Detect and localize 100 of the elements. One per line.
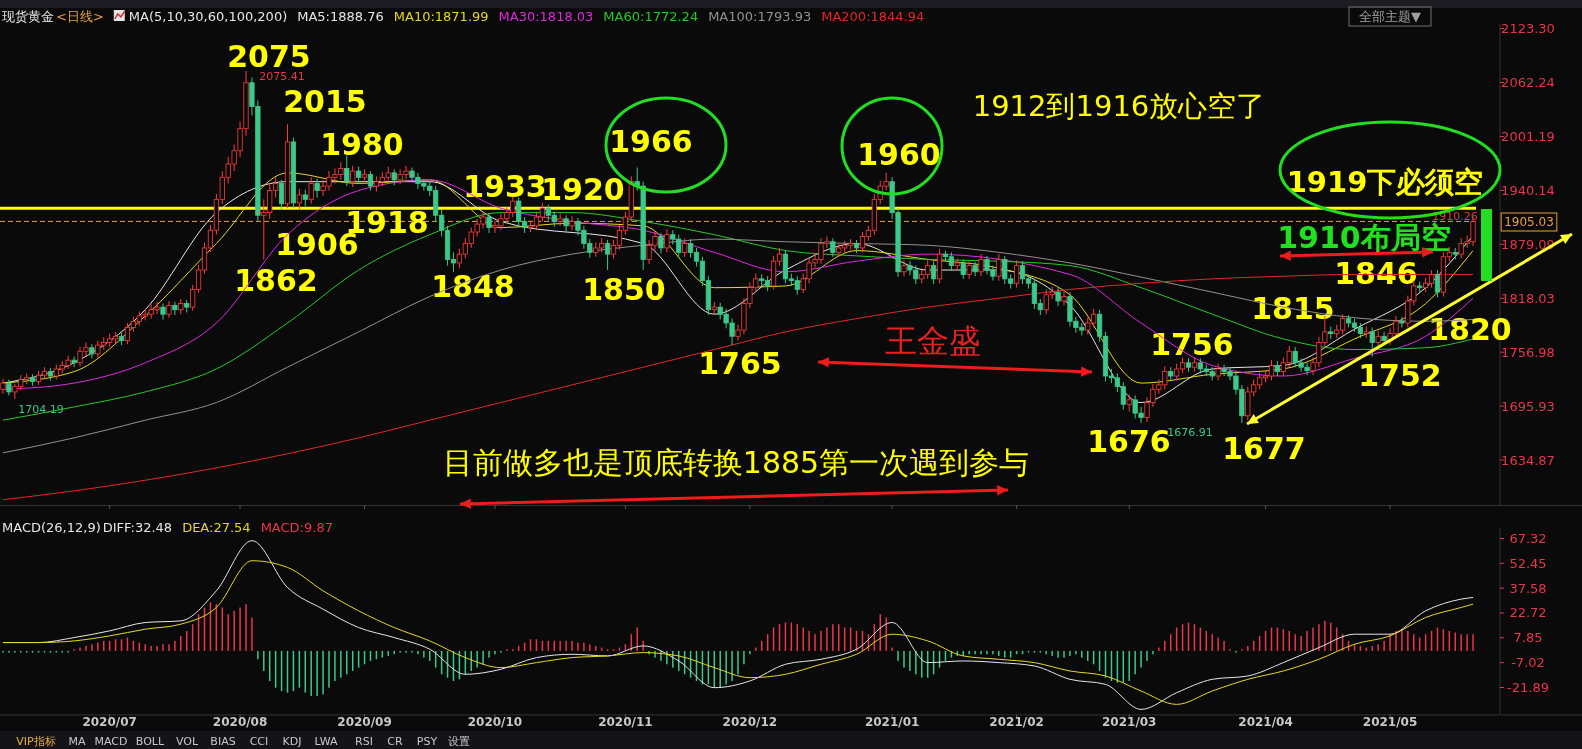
text: 1905.03 <box>1504 215 1554 229</box>
candlestick <box>901 259 907 277</box>
candlestick <box>1399 316 1405 328</box>
candlestick <box>996 253 1002 282</box>
text: VIP指标 <box>16 735 56 748</box>
text: VOL <box>175 735 199 748</box>
candlestick <box>604 239 611 271</box>
text: 设置 <box>448 735 470 748</box>
text: BOLL <box>135 735 165 748</box>
annotation: 1752 <box>1358 358 1442 393</box>
candlestick <box>296 188 302 211</box>
candlestick <box>486 212 492 234</box>
text: MACD <box>94 735 128 748</box>
y-tick-label: 67.32 <box>1509 530 1547 546</box>
chart-title: 现货黄金 <box>2 9 54 24</box>
text: RSI <box>355 735 373 748</box>
chart-subtitle: <日线> <box>56 9 104 24</box>
candlestick <box>1434 269 1441 298</box>
annotation: 1765 <box>698 346 782 381</box>
x-tick-label: 2021/03 <box>1101 715 1157 729</box>
text: CR <box>387 735 404 748</box>
candlestick <box>664 228 670 253</box>
annotation: 1848 <box>431 269 515 304</box>
text: DIFF:32.48 <box>102 520 173 535</box>
y-tick-label: 1940.14 <box>1501 182 1555 198</box>
x-tick-label: 2020/12 <box>722 715 778 729</box>
series-label: DEA:27.54 <box>182 520 251 535</box>
x-tick-label: 2020/09 <box>337 715 392 729</box>
candlestick <box>308 176 314 205</box>
x-tick-label: 2020/07 <box>82 715 137 729</box>
x-tick-label: 2021/04 <box>1238 715 1293 729</box>
candlestick <box>931 260 937 285</box>
y-tick-label: 1695.93 <box>1501 398 1555 414</box>
x-tick-label: 2021/05 <box>1362 715 1418 729</box>
x-tick-label: 2020/10 <box>467 715 523 729</box>
annotation: 1677 <box>1222 431 1306 466</box>
text: MA <box>68 735 86 748</box>
y-tick-label: 52.45 <box>1509 555 1547 571</box>
annotation: 1815 <box>1251 291 1335 326</box>
annotation: 1820 <box>1428 312 1512 347</box>
candlestick <box>0 378 6 395</box>
y-tick-label: 7.85 <box>1513 630 1543 646</box>
annotation: 王金盛 <box>885 322 981 360</box>
candlestick <box>314 178 320 199</box>
annotation: 1919下必须空 <box>1286 165 1484 199</box>
candlestick <box>1369 326 1375 358</box>
text: PSY <box>416 735 438 748</box>
candlestick <box>1061 290 1067 306</box>
candlestick <box>1014 259 1020 289</box>
candlestick <box>350 165 356 188</box>
y-tick-label: 1634.87 <box>1501 452 1555 468</box>
candlestick <box>71 356 77 368</box>
annotation: 1966 <box>609 124 693 159</box>
annotation: 1980 <box>320 127 404 162</box>
candlestick <box>172 301 178 316</box>
candlestick <box>658 232 664 254</box>
candlestick <box>344 154 350 187</box>
annotation: 目前做多也是顶底转换1885第一次遇到参与 <box>442 445 1030 480</box>
text: MA100:1793.93 <box>708 9 812 24</box>
candlestick <box>830 237 836 258</box>
annotation: 2075.41 <box>259 70 305 83</box>
text: MA30:1818.03 <box>498 9 594 24</box>
annotation: 1704.19 <box>18 403 64 416</box>
y-tick-label: -21.89 <box>1507 679 1549 695</box>
text: MACD:9.87 <box>260 520 333 535</box>
candlestick <box>978 253 984 277</box>
y-tick-label: 2123.30 <box>1501 21 1555 37</box>
y-tick-label: 1756.98 <box>1501 344 1555 360</box>
x-tick-label: 2020/11 <box>598 715 653 729</box>
annotation: 1910布局空 <box>1277 220 1451 255</box>
annotation: 1960 <box>857 137 941 172</box>
annotation: 1862 <box>234 263 318 298</box>
text: MA60:1772.24 <box>603 9 699 24</box>
candlestick <box>960 258 966 280</box>
legend-title: MA(5,10,30,60,100,200) <box>128 9 288 24</box>
candlestick <box>367 170 374 192</box>
candlestick <box>682 237 688 258</box>
chart-title: MACD(26,12,9) <box>2 520 101 535</box>
y-tick-label: 1818.03 <box>1501 290 1555 306</box>
text: MA200:1844.94 <box>821 9 925 24</box>
text: MA10:1871.99 <box>393 9 489 24</box>
y-tick-label: 1879.09 <box>1501 236 1555 252</box>
y-tick-label: 37.58 <box>1509 580 1547 596</box>
x-tick-label: 2021/02 <box>989 715 1044 729</box>
candlestick <box>972 261 978 277</box>
annotation: 1850 <box>582 272 666 307</box>
annotation: 全部主题▼ <box>1359 9 1421 24</box>
text: CCI <box>249 735 269 748</box>
text: MA5:1888.76 <box>297 9 384 24</box>
x-tick-label: 2021/01 <box>864 715 920 729</box>
y-tick-label: -7.02 <box>1511 655 1545 671</box>
y-tick-label: 2062.24 <box>1501 75 1555 91</box>
y-tick-label: 22.72 <box>1509 605 1547 621</box>
annotation: 1912到1916放心空了 <box>972 89 1266 123</box>
candlestick <box>278 179 285 211</box>
text: LWA <box>314 735 338 748</box>
x-tick-label: 2020/08 <box>212 715 268 729</box>
candlestick <box>569 215 575 231</box>
text: KDJ <box>282 735 302 748</box>
annotation: 2015 <box>283 84 367 119</box>
